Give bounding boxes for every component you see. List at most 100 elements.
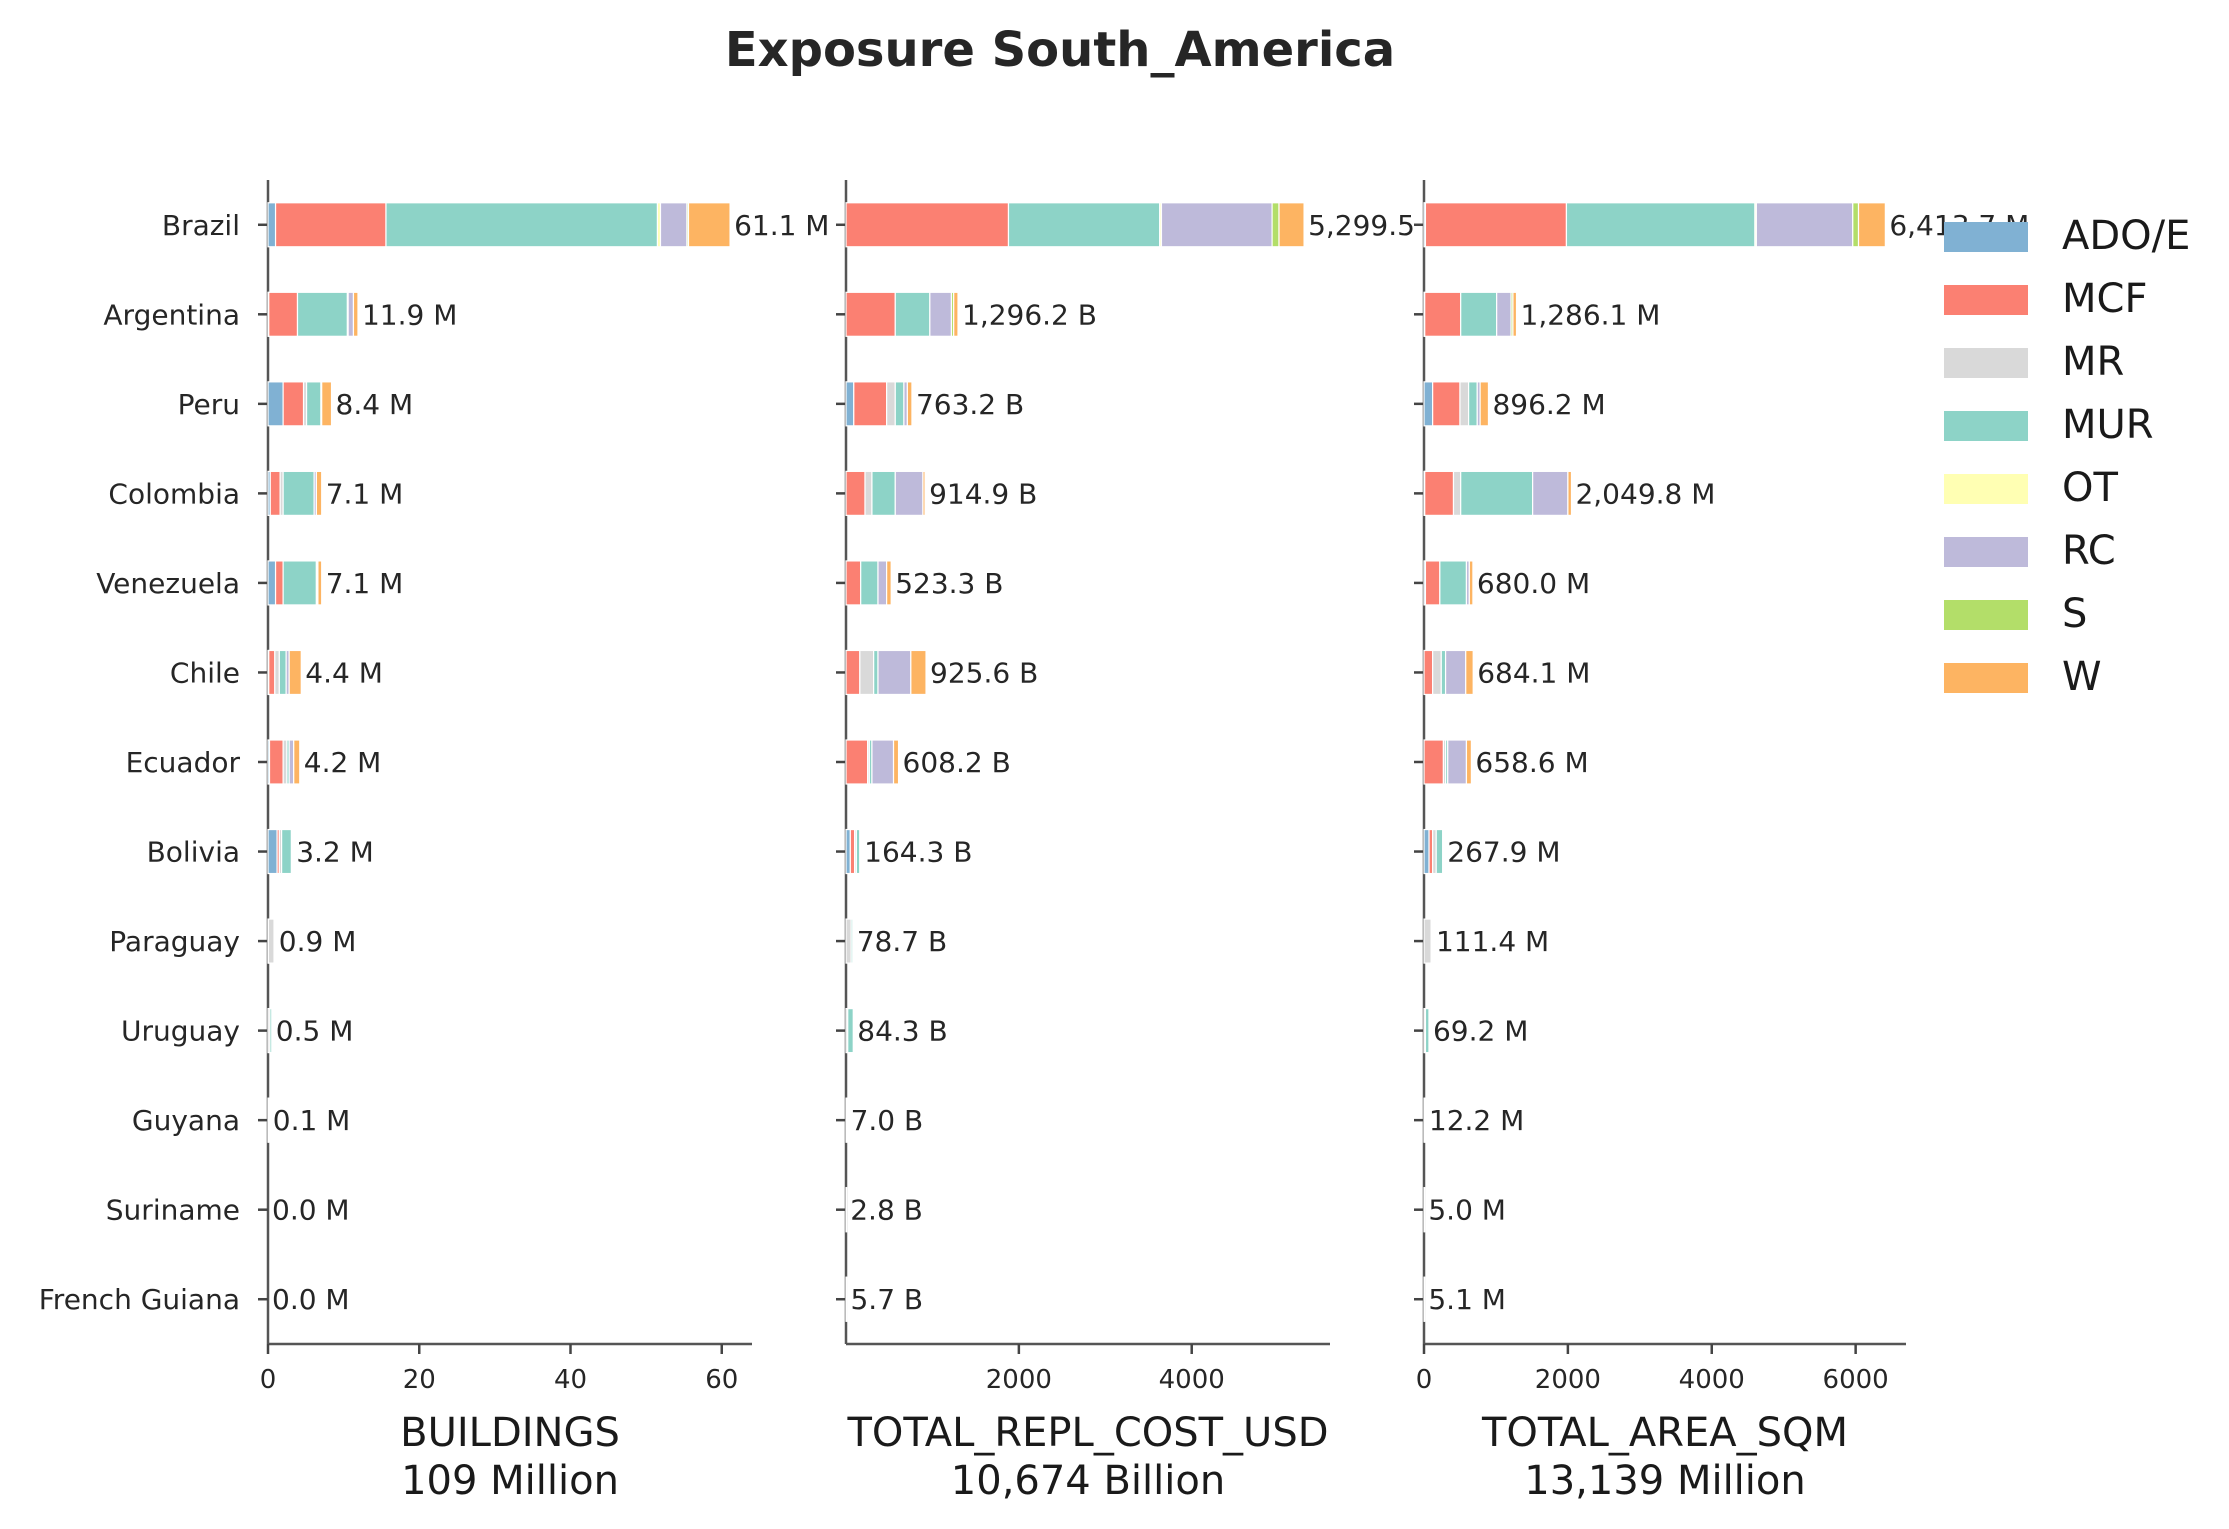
bar-segment-rc: [659, 202, 688, 248]
bar-segment-w: [1479, 381, 1490, 427]
bar-segment-rc: [347, 291, 355, 337]
value-label: 1,286.1 M: [1521, 298, 1661, 331]
value-label: 658.6 M: [1475, 746, 1588, 779]
value-label: 2.8 B: [850, 1194, 923, 1227]
value-label: 8.4 M: [336, 388, 414, 421]
bar-segment-rc: [877, 649, 912, 696]
category-label: Uruguay: [121, 1015, 240, 1048]
value-label: 680.0 M: [1477, 567, 1590, 600]
x-axis-sublabel: 10,674 Billion: [951, 1458, 1225, 1504]
bar-segment-mr: [864, 470, 873, 516]
value-label: 5.1 M: [1428, 1283, 1506, 1316]
legend-label: MCF: [2062, 276, 2147, 322]
category-label: Venezuela: [96, 567, 240, 600]
bar-segment-mr: [845, 918, 852, 964]
legend-label: MR: [2062, 339, 2124, 385]
bar-segment-w: [910, 649, 927, 696]
bar-segment-rc: [1755, 202, 1854, 248]
bar-segment-s: [1852, 202, 1860, 248]
bar-segment-mcf: [845, 470, 866, 516]
legend-swatch: [1944, 663, 2028, 693]
bar-segment-mr: [886, 381, 896, 427]
bar-segment-w: [293, 739, 301, 785]
bar-segment-mur: [282, 470, 315, 516]
value-label: 69.2 M: [1433, 1015, 1528, 1048]
value-label: 3.2 M: [296, 836, 374, 869]
value-label: 12.2 M: [1429, 1104, 1524, 1137]
category-label: Ecuador: [126, 746, 241, 779]
legend-swatch: [1944, 222, 2028, 252]
value-label: 84.3 B: [857, 1015, 947, 1048]
x-tick-label: 20: [403, 1365, 436, 1395]
bar-segment-mur: [845, 1097, 848, 1143]
x-tick-label: 2000: [986, 1365, 1052, 1395]
bar-segment-mcf: [1424, 202, 1568, 248]
bar-segment-mcf: [274, 202, 387, 248]
bar-segment-mcf: [269, 470, 281, 516]
category-label: Paraguay: [109, 925, 240, 958]
bar-segment-w: [1857, 202, 1886, 248]
bar-segment-rc: [290, 828, 293, 875]
bar-segment-mur: [873, 649, 879, 696]
bar-segment-w: [1567, 470, 1573, 516]
value-label: 78.7 B: [857, 925, 947, 958]
category-label: Brazil: [162, 209, 240, 242]
legend: ADO/E MCF MR MUR OT RC SW: [1944, 213, 2190, 700]
legend-label: OT: [2062, 465, 2118, 511]
bar-segment-mur: [1424, 1008, 1430, 1054]
bar-segment-mr: [1432, 649, 1442, 696]
bar-segment-mur: [269, 1008, 273, 1054]
value-label: 7.0 B: [851, 1104, 924, 1137]
category-label: Bolivia: [147, 836, 240, 869]
bar-segment-rc: [871, 739, 895, 785]
value-label: 1,296.2 B: [962, 298, 1097, 331]
x-tick-label: 40: [554, 1365, 587, 1395]
value-label: 111.4 M: [1436, 925, 1549, 958]
bar-segment-mur: [1460, 470, 1534, 516]
x-axis-sublabel: 109 Million: [401, 1458, 619, 1504]
value-label: 7.1 M: [326, 567, 404, 600]
value-label: 0.5 M: [276, 1015, 354, 1048]
bar-segment-rc: [894, 470, 924, 516]
bar-segment-ado-e: [845, 381, 855, 427]
bar-segment-mur: [385, 202, 659, 248]
bar-segment-mur: [1460, 291, 1498, 337]
x-tick-label: 6000: [1823, 1365, 1889, 1395]
category-label: Argentina: [103, 298, 240, 331]
value-label: 925.6 B: [930, 656, 1038, 689]
bar-segment-mur: [1430, 918, 1433, 964]
bar-segment-w: [315, 470, 323, 516]
bar-segment-mr: [274, 649, 280, 696]
bar-segment-mcf: [1432, 381, 1461, 427]
bar-segment-mcf: [853, 381, 888, 427]
x-tick-label: 0: [260, 1365, 277, 1395]
bar-segment-mur: [871, 470, 896, 516]
value-label: 763.2 B: [916, 388, 1024, 421]
bar-segment-mr: [1423, 918, 1432, 964]
bar-segment-mcf: [274, 560, 284, 606]
bar-segment-mur: [305, 381, 322, 427]
bar-segment-mur: [894, 291, 931, 337]
bar-segment-mur: [1435, 828, 1444, 875]
bar-segment-mur: [1423, 1187, 1426, 1233]
bar-segment-w: [352, 291, 359, 337]
legend-label: ADO/E: [2062, 213, 2190, 259]
chart-title: Exposure South_America: [725, 22, 1395, 78]
x-axis-label: TOTAL_AREA_SQM: [1481, 1410, 1848, 1456]
value-label: 0.0 M: [272, 1194, 350, 1227]
bar-segment-rc: [1496, 291, 1512, 337]
bar-segment-w: [1465, 739, 1473, 785]
value-label: 61.1 M: [734, 209, 829, 242]
bar-segment-w: [1468, 560, 1474, 606]
x-tick-label: 60: [705, 1365, 738, 1395]
bar-segment-mur: [1423, 1276, 1426, 1322]
bar-segment-mur: [845, 1187, 848, 1233]
bar-segment-mur: [1440, 649, 1447, 696]
value-label: 5.0 M: [1428, 1194, 1506, 1227]
bar-segment-mur: [1007, 202, 1161, 248]
panel-2: 5,299.5 1,296.2 B 763.2 B 914.9 B 523.3 B 925…: [836, 180, 1415, 1504]
bar-segment-mcf: [268, 649, 276, 696]
bar-segment-rc: [1442, 828, 1444, 875]
bar-segment-mcf: [845, 202, 1010, 248]
bar-segment-mcf: [1424, 291, 1462, 337]
